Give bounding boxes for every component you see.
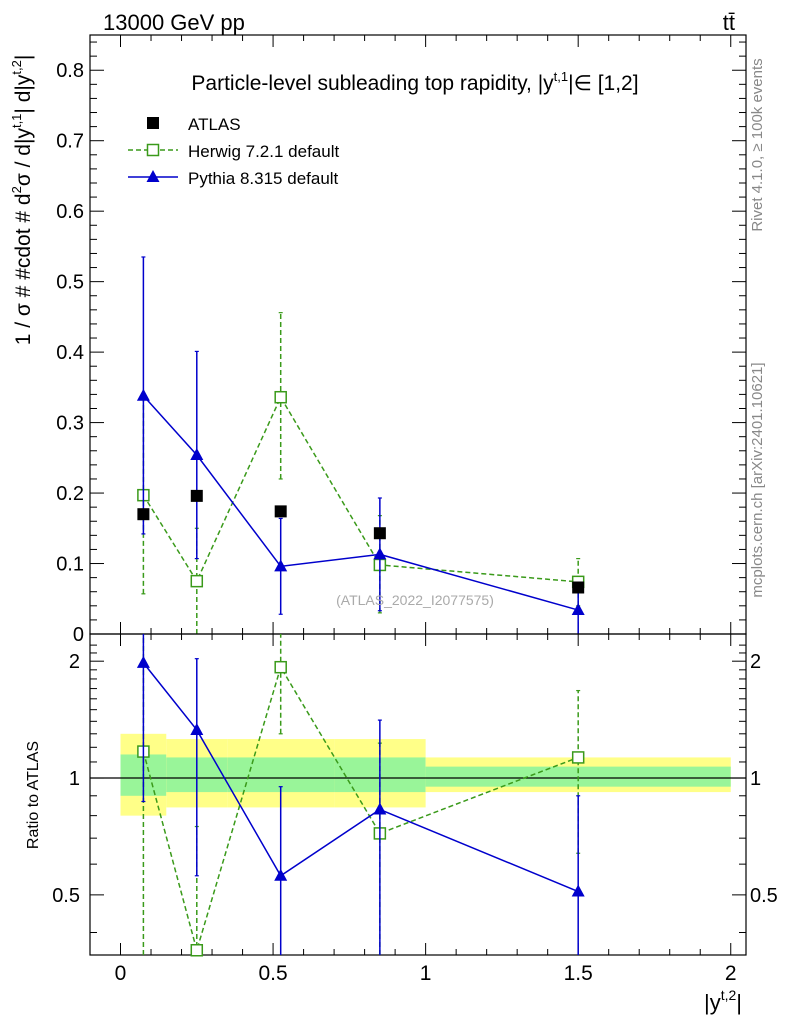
main-pythia-line <box>142 395 579 611</box>
x-tick-label: 0.5 <box>258 962 287 985</box>
ratio-panel-frame <box>89 633 747 956</box>
y-tick-label: 0.5 <box>56 272 84 294</box>
y-tick-label: 0.4 <box>56 342 84 364</box>
y-tick-label: 0.7 <box>56 131 84 153</box>
legend-marker-atlas <box>147 117 159 129</box>
legend-label-atlas: ATLAS <box>188 115 241 134</box>
y-tick-label: 0.1 <box>56 554 84 576</box>
x-tick-label: 1 <box>420 962 432 985</box>
y-tick-label: 0.8 <box>56 60 84 82</box>
x-tick-label: 2 <box>725 962 737 985</box>
y-tick-label-right: 2 <box>750 651 761 673</box>
chart-title-tail: |∈ [1,2] <box>568 72 638 95</box>
y-tick-label: 0.3 <box>56 413 84 435</box>
energy-label: 13000 GeV pp <box>103 10 245 35</box>
main-atlas-point <box>137 508 150 521</box>
main-herwig-line <box>142 395 579 583</box>
main-atlas-point <box>274 505 287 518</box>
ratio-pythia-point <box>274 868 288 881</box>
legend-label-herwig: Herwig 7.2.1 default <box>188 142 339 161</box>
main-atlas-point <box>190 489 203 502</box>
y-tick-label-right: 1 <box>750 768 761 790</box>
legend-marker-pythia <box>146 170 160 182</box>
main-panel: 0 0.1 0.2 0.3 0.4 0.5 0.6 0.7 0.8 <box>56 34 747 955</box>
rivet-label: Rivet 4.1.0, ≥ 100k events <box>749 58 766 231</box>
ratio-panel: 0 0.5 1 1.5 2 0.5 0.5 1 1 2 2 <box>52 633 778 985</box>
watermark: (ATLAS_2022_I2077575) <box>336 592 494 608</box>
chart-title-main: Particle-level subleading top rapidity, … <box>191 72 554 95</box>
ratio-pythia-point <box>190 722 204 735</box>
main-herwig-point <box>190 574 204 588</box>
ratio-herwig-point <box>571 751 585 764</box>
legend: ATLAS Herwig 7.2.1 default Pythia 8.315 de… <box>128 115 339 188</box>
mcplots-label: mcplots.cern.ch [arXiv:2401.10621] <box>749 362 766 597</box>
ratio-pythia-point <box>571 884 585 897</box>
y-tick-label-left: 2 <box>69 651 80 673</box>
main-pythia-point <box>373 547 387 560</box>
legend-label-pythia: Pythia 8.315 default <box>188 169 339 188</box>
y-tick-label-right: 0.5 <box>750 885 778 907</box>
ratio-herwig-point <box>190 944 204 957</box>
main-herwig-point <box>274 390 287 404</box>
ratio-herwig-line <box>142 665 579 954</box>
y-tick-label: 0.2 <box>56 483 84 505</box>
y-axis-label-main: 1 / σ # #cdot # d2σ / d|yt,1| d|yt,2| <box>9 55 35 346</box>
y-tick-label: 0 <box>73 624 84 646</box>
y-axis-label-ratio: Ratio to ATLAS <box>25 741 42 849</box>
x-tick-label: 1.5 <box>564 962 593 985</box>
ratio-pythia-point <box>373 802 387 815</box>
main-pythia-point <box>274 559 288 572</box>
y-tick-label: 0.6 <box>56 201 84 223</box>
legend-marker-herwig <box>146 143 160 157</box>
main-pythia-point <box>571 603 585 616</box>
process-label: tt̄ <box>723 10 735 35</box>
chart-title-sup: t,1 <box>554 69 568 84</box>
x-tick-label: 0 <box>115 962 127 985</box>
ratio-herwig-point <box>274 660 287 674</box>
main-atlas-point <box>373 527 386 540</box>
chart-title: Particle-level subleading top rapidity, … <box>191 69 638 95</box>
ratio-pythia-point <box>136 655 150 668</box>
y-tick-label-left: 1 <box>69 768 80 790</box>
main-pythia-point <box>190 448 204 461</box>
main-pythia-point <box>136 388 150 401</box>
main-atlas-point <box>572 581 585 594</box>
y-tick-label-left: 0.5 <box>52 885 80 907</box>
x-axis-label: |yt,2| <box>704 987 742 1015</box>
